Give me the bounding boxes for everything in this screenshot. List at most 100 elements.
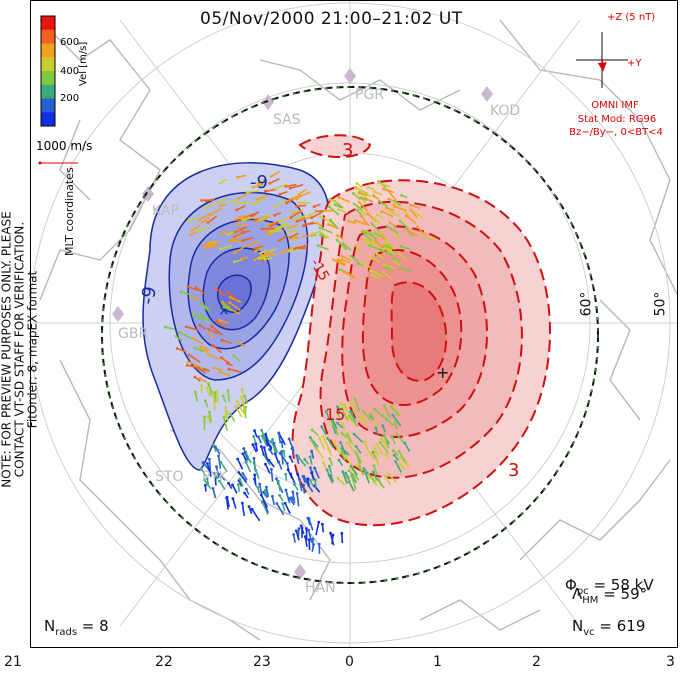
velocity-vector	[320, 232, 330, 239]
velocity-vector	[241, 502, 245, 517]
imf-y-label: +Y	[627, 58, 642, 69]
velocity-vector-origin	[215, 389, 219, 393]
velocity-vector-origin	[218, 247, 222, 251]
velocity-vector-origin	[203, 415, 206, 419]
velocity-vector	[337, 259, 346, 266]
color-bar-segment	[41, 71, 55, 86]
velocity-vector-origin	[308, 478, 312, 482]
velocity-vector-origin	[310, 439, 313, 442]
velocity-vector-origin	[284, 185, 288, 188]
velocity-vector	[348, 481, 356, 492]
velocity-vector	[367, 213, 378, 223]
velocity-vector-origin	[233, 251, 237, 255]
velocity-vector	[336, 239, 348, 251]
velocity-vector	[261, 501, 269, 515]
velocity-vector	[384, 475, 391, 485]
velocity-vector-origin	[340, 431, 344, 435]
velocity-vector-origin	[328, 197, 331, 201]
station-sas: SAS	[273, 112, 301, 128]
velocity-vector-origin	[370, 273, 374, 277]
velocity-vector-origin	[357, 200, 361, 204]
velocity-vector-origin	[243, 394, 247, 398]
velocity-vector-origin	[294, 529, 298, 533]
velocity-vector	[358, 201, 368, 212]
velocity-vector-origin	[376, 477, 380, 481]
velocity-vector	[218, 480, 226, 491]
velocity-vector-origin	[262, 446, 266, 449]
velocity-vector-origin	[327, 223, 330, 226]
velocity-vector	[196, 367, 207, 374]
velocity-vector-origin	[324, 410, 328, 413]
velocity-vector-origin	[292, 533, 295, 536]
velocity-vector	[186, 326, 200, 331]
velocity-vector-origin	[355, 182, 359, 185]
velocity-vector-origin	[388, 221, 392, 225]
velocity-vector	[260, 430, 267, 443]
velocity-vector-origin	[207, 382, 211, 385]
velocity-vector	[220, 245, 233, 250]
velocity-vector-origin	[371, 419, 375, 423]
velocity-vector	[378, 200, 389, 208]
velocity-vector-origin	[390, 435, 394, 439]
velocity-vector	[238, 472, 248, 483]
velocity-vector-origin	[303, 457, 307, 461]
velocity-vector	[220, 357, 231, 365]
velocity-vector-origin	[306, 477, 310, 481]
velocity-vector	[333, 441, 340, 453]
velocity-vector-origin	[354, 445, 358, 448]
velocity-vector-origin	[392, 204, 396, 207]
velocity-vector-origin	[325, 468, 329, 472]
velocity-vector-origin	[198, 312, 202, 316]
velocity-vector	[352, 192, 361, 200]
velocity-vector-origin	[355, 464, 359, 468]
velocity-vector-origin	[205, 477, 209, 480]
velocity-vector-origin	[321, 522, 324, 526]
velocity-vector-origin	[202, 478, 206, 482]
velocity-vector	[285, 183, 297, 188]
velocity-vector-origin	[252, 461, 256, 465]
velocity-vector-origin	[236, 175, 239, 179]
velocity-vector	[195, 286, 206, 296]
velocity-vector	[275, 221, 287, 230]
velocity-vector-origin	[265, 439, 269, 443]
velocity-vector-origin	[313, 466, 316, 470]
velocity-vector	[318, 438, 326, 450]
velocity-vector	[364, 238, 378, 245]
velocity-vector	[385, 240, 396, 251]
velocity-vector	[260, 446, 265, 456]
velocity-vector-origin	[269, 249, 273, 253]
velocity-vector-origin	[344, 471, 347, 475]
velocity-vector-origin	[277, 460, 281, 464]
velocity-vector-origin	[297, 192, 301, 196]
velocity-vector-origin	[276, 479, 280, 483]
velocity-vector-origin	[397, 251, 401, 255]
velocity-vector-origin	[332, 258, 335, 262]
velocity-vector	[398, 450, 408, 464]
velocity-vector	[275, 183, 288, 190]
velocity-vector	[213, 366, 223, 371]
velocity-vector-origin	[245, 190, 249, 194]
velocity-vector-origin	[260, 227, 264, 231]
velocity-vector-origin	[362, 410, 365, 413]
velocity-vector-origin	[308, 466, 312, 469]
velocity-vector	[331, 418, 338, 429]
velocity-vector-origin	[238, 216, 241, 219]
velocity-vector	[237, 191, 251, 200]
velocity-vector-origin	[390, 405, 393, 409]
velocity-vector-origin	[203, 483, 207, 487]
velocity-vector-origin	[351, 192, 355, 195]
velocity-vector-origin	[273, 205, 277, 209]
velocity-vector-origin	[333, 440, 336, 444]
velocity-vector-origin	[352, 432, 356, 436]
velocity-vector-origin	[270, 467, 273, 471]
velocity-vector-origin	[199, 467, 203, 471]
velocity-vector-origin	[311, 537, 315, 541]
velocity-vector-origin	[327, 446, 330, 450]
velocity-vector-origin	[350, 410, 353, 414]
velocity-vector-origin	[347, 469, 351, 473]
velocity-vector-origin	[346, 416, 350, 419]
velocity-vector-origin	[336, 258, 340, 262]
velocity-vector-origin	[353, 397, 357, 401]
velocity-vector-origin	[382, 404, 386, 408]
velocity-vector-origin	[225, 496, 229, 500]
